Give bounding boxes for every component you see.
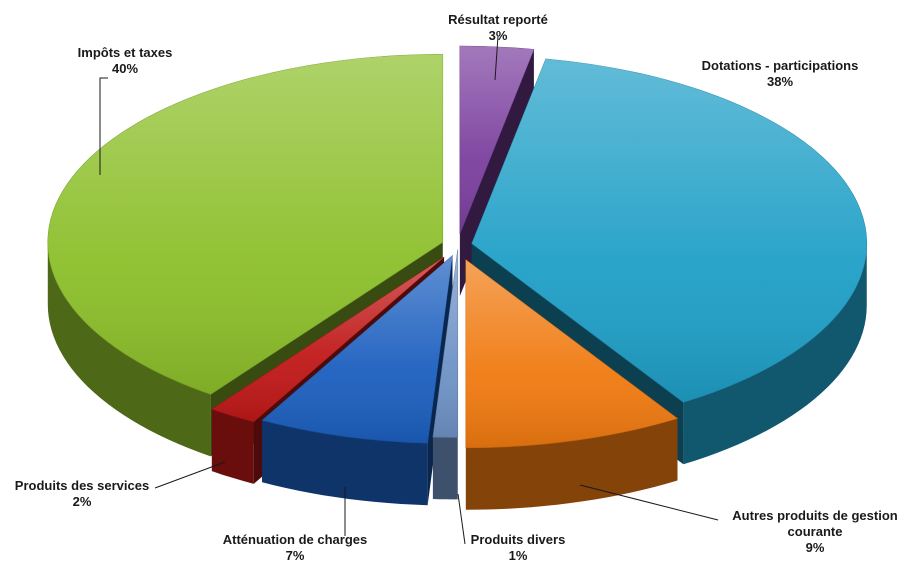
pie-slice-highlight xyxy=(459,46,534,235)
pie-slice-highlight xyxy=(465,259,678,448)
leader-line xyxy=(99,77,108,175)
slice-value-label: 9% xyxy=(806,540,825,555)
slice-label: Atténuation de charges xyxy=(223,532,367,547)
slice-label: Produits divers xyxy=(471,532,566,547)
slice-label: Autres produits de gestion xyxy=(732,508,897,523)
slice-value-label: 3% xyxy=(489,28,508,43)
pie-slice-highlight xyxy=(471,58,867,403)
pie-slice-highlight xyxy=(432,249,458,438)
slice-value-label: 40% xyxy=(112,61,138,76)
slice-value-label: 2% xyxy=(73,494,92,509)
pie-slice-side xyxy=(47,242,211,457)
slice-value-label: 38% xyxy=(767,74,793,89)
slice-value-label: 1% xyxy=(509,548,528,562)
pie-slice-side xyxy=(683,243,867,465)
pie-slice-highlight xyxy=(47,54,443,395)
leader-line xyxy=(154,461,226,489)
leader-line xyxy=(579,484,719,521)
leader-line xyxy=(494,35,499,81)
leader-line xyxy=(457,493,466,545)
slice-label: Impôts et taxes xyxy=(78,45,173,60)
slice-value-label: 7% xyxy=(286,548,305,562)
pie-slice-highlight xyxy=(262,255,453,444)
pie-slice-side xyxy=(262,420,428,506)
slice-label: Produits des services xyxy=(15,478,149,493)
pie-slice-side xyxy=(465,418,678,510)
pie-slice-highlight xyxy=(211,257,445,422)
pie-slice-side xyxy=(432,437,458,500)
slice-label: Dotations - participations xyxy=(702,58,859,73)
pie-slice-side xyxy=(211,409,254,484)
slice-label: Résultat reporté xyxy=(448,12,548,27)
slice-label: courante xyxy=(788,524,843,539)
